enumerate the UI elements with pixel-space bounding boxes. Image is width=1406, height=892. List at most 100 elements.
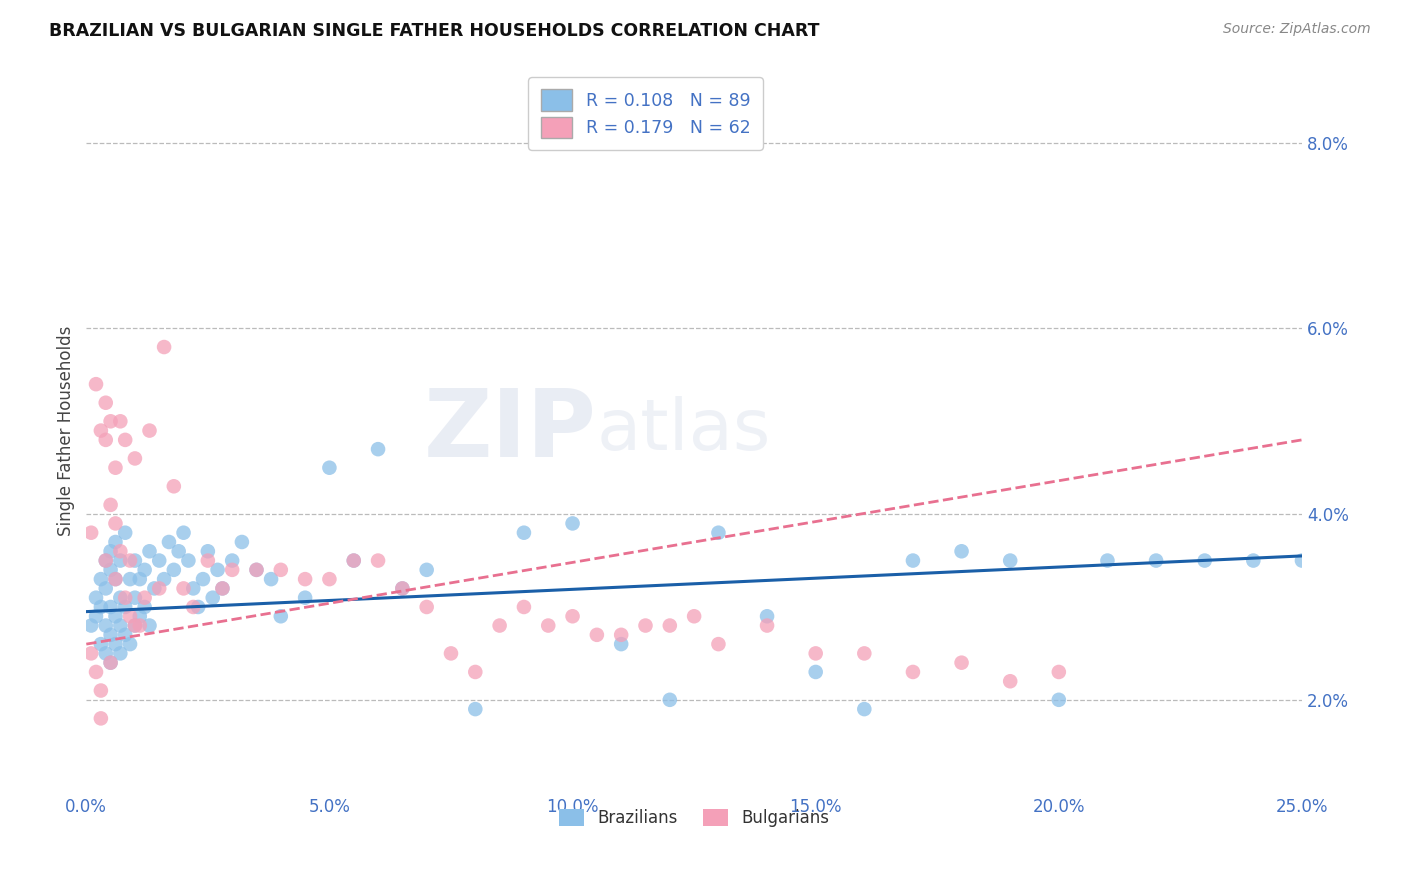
Point xyxy=(138,618,160,632)
Point xyxy=(153,340,176,354)
Point xyxy=(124,618,146,632)
Y-axis label: Single Father Households: Single Father Households xyxy=(58,326,75,536)
Point xyxy=(110,553,132,567)
Legend: Brazilians, Bulgarians: Brazilians, Bulgarians xyxy=(551,800,838,835)
Point xyxy=(114,433,136,447)
Point xyxy=(440,647,463,661)
Point xyxy=(318,572,340,586)
Point xyxy=(901,553,924,567)
Point xyxy=(197,544,219,558)
Point xyxy=(221,553,243,567)
Point xyxy=(415,563,437,577)
Point xyxy=(1291,553,1313,567)
Point xyxy=(658,618,681,632)
Point xyxy=(191,572,214,586)
Point xyxy=(104,535,127,549)
Point xyxy=(143,582,166,596)
Point xyxy=(94,395,117,409)
Point xyxy=(94,582,117,596)
Point xyxy=(561,609,583,624)
Point xyxy=(343,553,366,567)
Point xyxy=(94,433,117,447)
Point xyxy=(537,618,560,632)
Point xyxy=(163,563,186,577)
Text: Source: ZipAtlas.com: Source: ZipAtlas.com xyxy=(1223,22,1371,37)
Point xyxy=(245,563,267,577)
Point xyxy=(134,563,156,577)
Point xyxy=(488,618,510,632)
Point xyxy=(1097,553,1119,567)
Point xyxy=(124,451,146,466)
Point xyxy=(950,544,973,558)
Text: BRAZILIAN VS BULGARIAN SINGLE FATHER HOUSEHOLDS CORRELATION CHART: BRAZILIAN VS BULGARIAN SINGLE FATHER HOU… xyxy=(49,22,820,40)
Point xyxy=(94,618,117,632)
Point xyxy=(138,544,160,558)
Point xyxy=(104,637,127,651)
Point xyxy=(181,582,204,596)
Point xyxy=(90,711,112,725)
Point xyxy=(187,599,209,614)
Point xyxy=(756,609,779,624)
Point xyxy=(80,618,103,632)
Point xyxy=(294,591,316,605)
Point xyxy=(90,637,112,651)
Point xyxy=(586,628,609,642)
Point xyxy=(110,544,132,558)
Point xyxy=(245,563,267,577)
Point xyxy=(707,637,730,651)
Point xyxy=(90,424,112,438)
Point xyxy=(998,553,1021,567)
Point xyxy=(464,702,486,716)
Point xyxy=(110,591,132,605)
Point xyxy=(120,553,142,567)
Point xyxy=(120,637,142,651)
Point xyxy=(513,525,536,540)
Point xyxy=(84,377,107,392)
Point xyxy=(1340,553,1362,567)
Point xyxy=(173,582,195,596)
Point xyxy=(157,535,180,549)
Point xyxy=(100,656,122,670)
Point xyxy=(163,479,186,493)
Point xyxy=(197,553,219,567)
Point xyxy=(134,591,156,605)
Text: ZIP: ZIP xyxy=(425,384,598,476)
Point xyxy=(110,647,132,661)
Point xyxy=(104,516,127,531)
Point xyxy=(84,609,107,624)
Point xyxy=(114,599,136,614)
Point xyxy=(94,553,117,567)
Point xyxy=(658,693,681,707)
Point xyxy=(134,599,156,614)
Point xyxy=(100,414,122,428)
Point xyxy=(110,414,132,428)
Point xyxy=(177,553,200,567)
Point xyxy=(901,665,924,679)
Point xyxy=(90,572,112,586)
Text: atlas: atlas xyxy=(598,396,772,465)
Point xyxy=(998,674,1021,689)
Point xyxy=(120,609,142,624)
Point xyxy=(100,544,122,558)
Point xyxy=(1047,693,1070,707)
Point xyxy=(683,609,706,624)
Point xyxy=(104,572,127,586)
Point xyxy=(104,460,127,475)
Point xyxy=(260,572,283,586)
Point xyxy=(100,563,122,577)
Point xyxy=(367,553,389,567)
Point xyxy=(1194,553,1216,567)
Point xyxy=(114,628,136,642)
Point xyxy=(853,647,876,661)
Point xyxy=(318,460,340,475)
Point xyxy=(128,618,150,632)
Point xyxy=(415,599,437,614)
Point xyxy=(114,525,136,540)
Point xyxy=(138,424,160,438)
Point xyxy=(211,582,233,596)
Point xyxy=(610,628,633,642)
Point xyxy=(343,553,366,567)
Point xyxy=(756,618,779,632)
Point xyxy=(294,572,316,586)
Point xyxy=(391,582,413,596)
